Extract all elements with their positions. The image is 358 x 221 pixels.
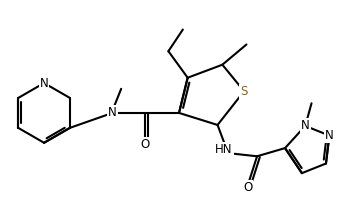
Text: HN: HN [215, 143, 233, 156]
Text: O: O [243, 181, 252, 194]
Text: N: N [301, 119, 310, 132]
Text: N: N [325, 129, 334, 142]
Text: O: O [141, 138, 150, 151]
Text: S: S [240, 85, 248, 98]
Text: N: N [108, 106, 117, 119]
Text: N: N [40, 76, 48, 90]
